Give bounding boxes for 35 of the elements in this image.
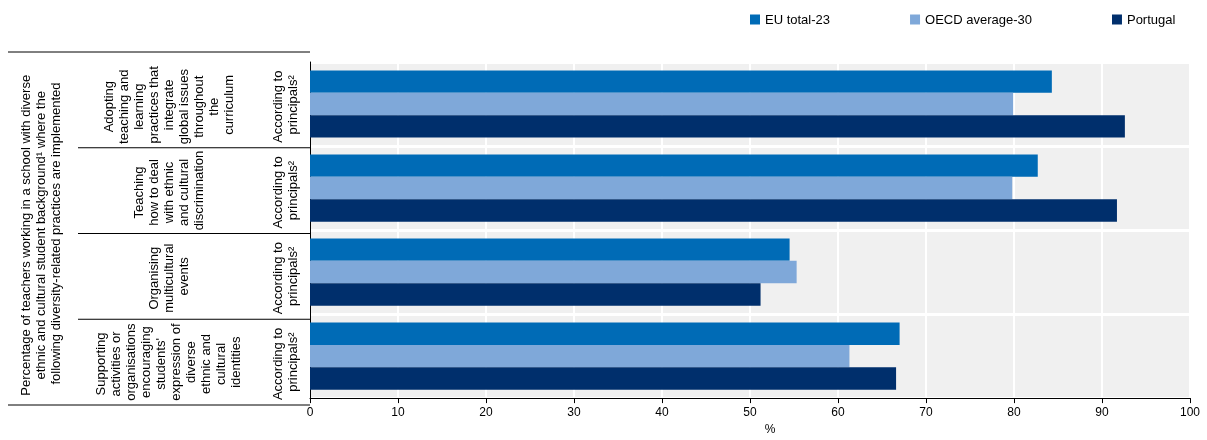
bar [310, 115, 1125, 138]
x-tick-label: 50 [743, 405, 757, 420]
x-tick-label: 0 [306, 405, 314, 420]
bar [310, 199, 1117, 222]
legend-label: Portugal [1126, 12, 1176, 27]
legend-label: OECD average-30 [925, 12, 1032, 27]
bar [310, 70, 1052, 93]
x-tick-label: 30 [567, 405, 581, 420]
bar [310, 176, 1013, 200]
text: According to principals² [270, 66, 300, 143]
x-tick-label: 20 [479, 405, 493, 420]
text: According to principals² [270, 238, 300, 315]
legend-label: EU total-23 [765, 12, 831, 27]
category-label: Adopting teaching and learning practices that integrate global issues throughout the curriculum [100, 66, 236, 145]
x-tick-label: 90 [1095, 405, 1109, 420]
text: Percentage of teachers working in a school with diverse ethnic and cultural student background¹ where the following diversity-related practices are implemented [17, 71, 63, 396]
bar [310, 367, 897, 390]
bar [310, 92, 1014, 116]
x-axis-title: % [764, 422, 776, 436]
y-tick-label: Organising multicultural events [145, 239, 191, 313]
bar [310, 344, 850, 368]
x-tick-label: 10 [391, 405, 405, 420]
bar [310, 283, 761, 306]
text: According to principals² [270, 152, 300, 229]
category-label: Supporting activities or organisations encouraging students' expression of diverse ethnic and cultural identities [93, 323, 243, 401]
x-tick-label: 40 [655, 405, 669, 420]
x-tick-label: 80 [1007, 405, 1021, 420]
bar [310, 154, 1038, 177]
x-tick-label: 100 [1179, 405, 1201, 420]
y-tick-label: Teaching how to deal with ethnic and cultural discrimination [130, 150, 206, 231]
bar [310, 260, 797, 284]
bar [310, 322, 900, 345]
bar [310, 238, 790, 261]
x-tick-label: 70 [919, 405, 933, 420]
x-tick-label: 60 [831, 405, 845, 420]
